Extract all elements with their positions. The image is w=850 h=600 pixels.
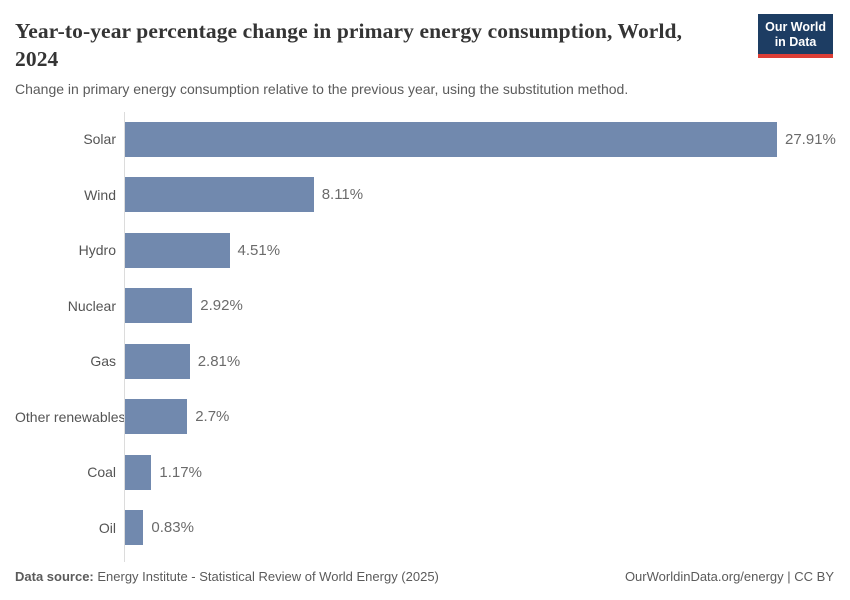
value-label: 1.17% — [159, 463, 202, 481]
bar-chart: Solar 27.91% Wind 8.11% Hydro 4.51% Nucl… — [15, 111, 836, 562]
category-label: Oil — [98, 519, 116, 536]
bar-row: Other renewables 2.7% — [15, 389, 836, 445]
bar[interactable] — [124, 288, 193, 324]
bar[interactable] — [124, 343, 190, 379]
footer-attribution: OurWorldinData.org/energy | CC BY — [624, 569, 834, 584]
value-label: 4.51% — [237, 241, 281, 259]
chart-subtitle: Change in primary energy consumption rel… — [15, 81, 629, 98]
bar-zone: 8.11% — [124, 177, 836, 213]
footer: Data source: Energy Institute - Statisti… — [15, 569, 836, 584]
bar[interactable] — [124, 177, 314, 213]
category-label: Wind — [84, 186, 116, 203]
header: Year-to-year percentage change in primar… — [15, 14, 836, 99]
category-label: Other renewables — [15, 408, 126, 425]
logo-line-1: Our World — [765, 20, 826, 34]
category-label: Hydro — [78, 242, 116, 259]
plot-area: Solar 27.91% Wind 8.11% Hydro 4.51% Nucl… — [15, 112, 836, 556]
value-label: 2.92% — [200, 297, 243, 315]
bar-row: Oil 0.83% — [15, 500, 836, 556]
value-label: 2.81% — [197, 352, 241, 370]
value-label: 8.11% — [321, 186, 364, 204]
category-label: Solar — [83, 131, 116, 148]
logo-line-2: in Data — [774, 34, 817, 49]
bar[interactable] — [124, 232, 230, 268]
bar-zone: 0.83% — [124, 510, 836, 546]
data-source-text: Energy Institute - Statistical Review of… — [93, 569, 439, 584]
bar-row: Solar 27.91% — [15, 112, 836, 168]
bar-zone: 2.81% — [124, 343, 836, 379]
category-label: Nuclear — [67, 297, 116, 314]
bar-zone: 2.92% — [124, 288, 836, 324]
category-label: Gas — [90, 353, 116, 370]
bar-row: Gas 2.81% — [15, 334, 836, 390]
data-source-label: Data source: — [15, 569, 94, 584]
value-label: 0.83% — [151, 519, 194, 537]
bar-row: Hydro 4.51% — [15, 223, 836, 279]
bar[interactable] — [124, 454, 152, 490]
bar-row: Nuclear 2.92% — [15, 278, 836, 334]
bar-zone: 27.91% — [124, 121, 836, 157]
bar[interactable] — [124, 121, 777, 157]
bar-zone: 4.51% — [124, 232, 836, 268]
bar-row: Wind 8.11% — [15, 167, 836, 223]
y-axis-line — [124, 111, 125, 562]
bar[interactable] — [124, 510, 144, 546]
header-text: Year-to-year percentage change in primar… — [15, 18, 725, 99]
bar-zone: 2.7% — [124, 399, 836, 435]
bar-zone: 1.17% — [124, 454, 836, 490]
chart-title: Year-to-year percentage change in primar… — [15, 19, 683, 71]
footer-source: Data source: Energy Institute - Statisti… — [15, 569, 439, 584]
bar[interactable] — [124, 399, 188, 435]
owid-logo: Our World in Data — [758, 14, 833, 58]
bar-row: Coal 1.17% — [15, 445, 836, 501]
value-label: 2.7% — [195, 408, 230, 426]
value-label: 27.91% — [785, 130, 836, 148]
category-label: Coal — [87, 464, 116, 481]
